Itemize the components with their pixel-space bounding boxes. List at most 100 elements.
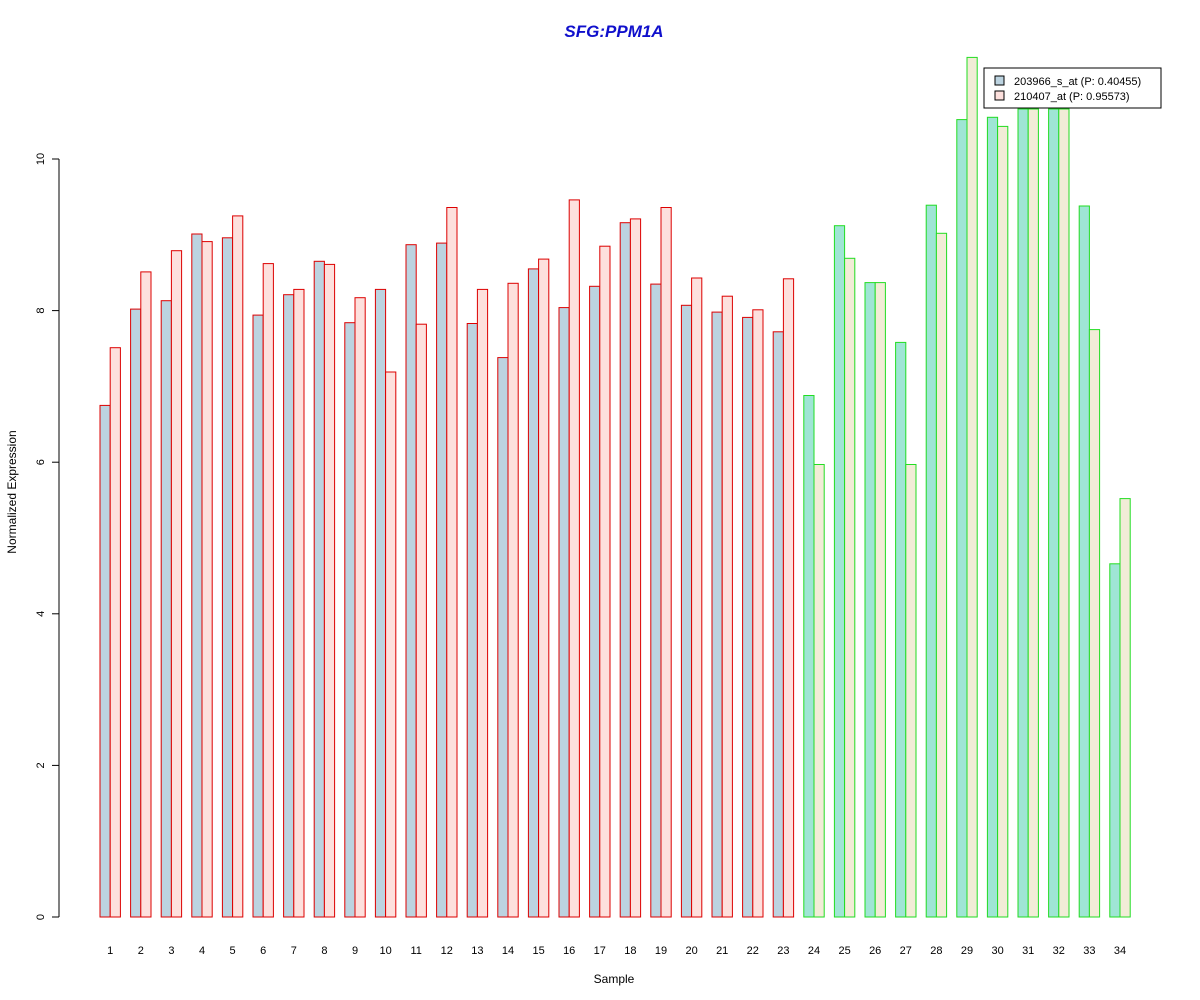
legend: 203966_s_at (P: 0.40455) 210407_at (P: 0… bbox=[983, 67, 1162, 109]
bar-series-1-sample-6 bbox=[252, 314, 264, 918]
bar-series-1-sample-28 bbox=[925, 204, 937, 918]
legend-label-series-2: 210407_at (P: 0.95573) bbox=[1014, 91, 1130, 103]
bar-series-2-sample-25 bbox=[844, 257, 856, 918]
bar-series-2-sample-14 bbox=[507, 282, 519, 918]
legend-box bbox=[983, 67, 1162, 109]
x-axis-label: Sample bbox=[594, 972, 635, 986]
bar-series-1-sample-13 bbox=[466, 323, 478, 918]
bar-series-1-sample-24 bbox=[803, 395, 815, 918]
bar-series-2-sample-24 bbox=[813, 464, 825, 918]
bar-series-1-sample-16 bbox=[558, 307, 570, 918]
y-tick-label: 6 bbox=[35, 459, 47, 465]
bar-series-1-sample-18 bbox=[619, 222, 631, 918]
x-tick-label: 6 bbox=[260, 945, 266, 957]
x-tick-label: 1 bbox=[107, 945, 113, 957]
bar-series-2-sample-12 bbox=[446, 207, 458, 918]
x-tick-labels: 1 2 3 4 5 6 7 8 9 10 11 12 13 14 15 16 17 18 19 20 21 22 23 24 2… bbox=[107, 945, 1126, 957]
bar-series-1-sample-20 bbox=[680, 304, 693, 918]
bar-series-1-sample-10 bbox=[374, 288, 387, 918]
x-tick-label: 19 bbox=[655, 945, 667, 957]
x-tick-label: 24 bbox=[808, 945, 820, 957]
bar-series-1-sample-26 bbox=[864, 282, 876, 918]
bar-series-2-sample-32 bbox=[1058, 108, 1070, 918]
x-tick-label: 25 bbox=[838, 945, 850, 957]
bar-series-1-sample-27 bbox=[895, 341, 907, 918]
x-tick-label: 27 bbox=[900, 945, 912, 957]
legend-swatch-series-1 bbox=[994, 75, 1005, 86]
x-tick-label: 23 bbox=[777, 945, 789, 957]
x-tick-label: 9 bbox=[352, 945, 358, 957]
x-tick-label: 15 bbox=[532, 945, 544, 957]
bar-series-2-sample-19 bbox=[660, 207, 672, 918]
bar-series-2-sample-11 bbox=[415, 323, 427, 918]
bar-series-2-sample-21 bbox=[721, 295, 733, 918]
bar-series-1-sample-8 bbox=[313, 260, 325, 918]
bar-series-1-sample-9 bbox=[344, 322, 356, 918]
y-tick-label: 0 bbox=[35, 914, 47, 920]
bar-series-1-sample-15 bbox=[527, 268, 540, 918]
chart-title: SFG:PPM1A bbox=[564, 22, 663, 41]
x-tick-label: 3 bbox=[168, 945, 174, 957]
bar-series-2-sample-34 bbox=[1119, 498, 1131, 918]
y-tick-label: 10 bbox=[35, 153, 47, 165]
x-tick-label: 14 bbox=[502, 945, 514, 957]
bar-series-1-sample-4 bbox=[191, 233, 203, 918]
bar-series-1-sample-19 bbox=[650, 283, 662, 918]
bar-series-1-sample-7 bbox=[283, 294, 295, 918]
bar-series-2-sample-28 bbox=[935, 232, 948, 918]
bar-series-2-sample-3 bbox=[170, 250, 183, 918]
bar-series-2-sample-6 bbox=[262, 263, 274, 918]
x-tick-label: 10 bbox=[379, 945, 391, 957]
bar-series-1-sample-23 bbox=[772, 331, 784, 918]
bar-series-2-sample-8 bbox=[323, 263, 336, 918]
bar-series-2-sample-22 bbox=[752, 309, 764, 918]
bar-series-2-sample-18 bbox=[629, 218, 642, 918]
y-axis-label: Normalized Expression bbox=[5, 430, 19, 553]
bar-series-2-sample-29 bbox=[966, 56, 978, 918]
bar-series-1-sample-29 bbox=[956, 119, 968, 918]
y-axis: 0 2 4 6 8 10 bbox=[35, 153, 60, 920]
x-tick-label: 13 bbox=[471, 945, 483, 957]
bar-series-2-sample-7 bbox=[293, 288, 305, 918]
bar-series-2-sample-26 bbox=[874, 282, 886, 918]
bar-series-1-sample-12 bbox=[436, 242, 448, 918]
legend-label-series-1: 203966_s_at (P: 0.40455) bbox=[1014, 76, 1141, 88]
bar-series-1-sample-17 bbox=[589, 285, 601, 918]
bars bbox=[99, 56, 1131, 918]
bar-series-1-sample-1 bbox=[99, 404, 111, 918]
x-tick-label: 16 bbox=[563, 945, 575, 957]
bar-series-2-sample-33 bbox=[1088, 329, 1101, 918]
y-tick-label: 2 bbox=[35, 762, 47, 768]
bar-series-2-sample-4 bbox=[201, 241, 213, 918]
x-tick-label: 30 bbox=[991, 945, 1003, 957]
bar-series-2-sample-9 bbox=[354, 297, 366, 918]
bar-series-2-sample-27 bbox=[905, 464, 917, 918]
bar-series-2-sample-30 bbox=[997, 125, 1009, 918]
bar-series-1-sample-30 bbox=[986, 116, 999, 918]
bar-series-1-sample-32 bbox=[1048, 108, 1060, 918]
x-tick-label: 11 bbox=[410, 945, 421, 957]
legend-swatch-series-2 bbox=[994, 90, 1005, 101]
x-tick-label: 26 bbox=[869, 945, 881, 957]
bar-series-2-sample-15 bbox=[538, 258, 550, 918]
bar-series-2-sample-5 bbox=[232, 215, 244, 918]
x-tick-label: 8 bbox=[321, 945, 327, 957]
bar-series-1-sample-2 bbox=[130, 308, 142, 918]
bar-series-2-sample-1 bbox=[109, 347, 121, 918]
x-tick-label: 28 bbox=[930, 945, 942, 957]
x-tick-label: 5 bbox=[230, 945, 236, 957]
bar-series-1-sample-25 bbox=[833, 225, 846, 918]
x-tick-label: 34 bbox=[1114, 945, 1126, 957]
bar-series-2-sample-17 bbox=[599, 245, 611, 918]
bar-series-1-sample-14 bbox=[497, 357, 509, 918]
bar-series-1-sample-5 bbox=[221, 237, 234, 918]
x-tick-label: 18 bbox=[624, 945, 636, 957]
bar-series-1-sample-11 bbox=[405, 244, 417, 918]
bar-series-2-sample-20 bbox=[691, 277, 703, 918]
bar-series-2-sample-23 bbox=[782, 278, 795, 918]
x-tick-label: 12 bbox=[441, 945, 453, 957]
bar-series-2-sample-13 bbox=[476, 288, 489, 918]
bar-series-1-sample-31 bbox=[1017, 108, 1029, 918]
bar-series-1-sample-33 bbox=[1078, 205, 1090, 918]
